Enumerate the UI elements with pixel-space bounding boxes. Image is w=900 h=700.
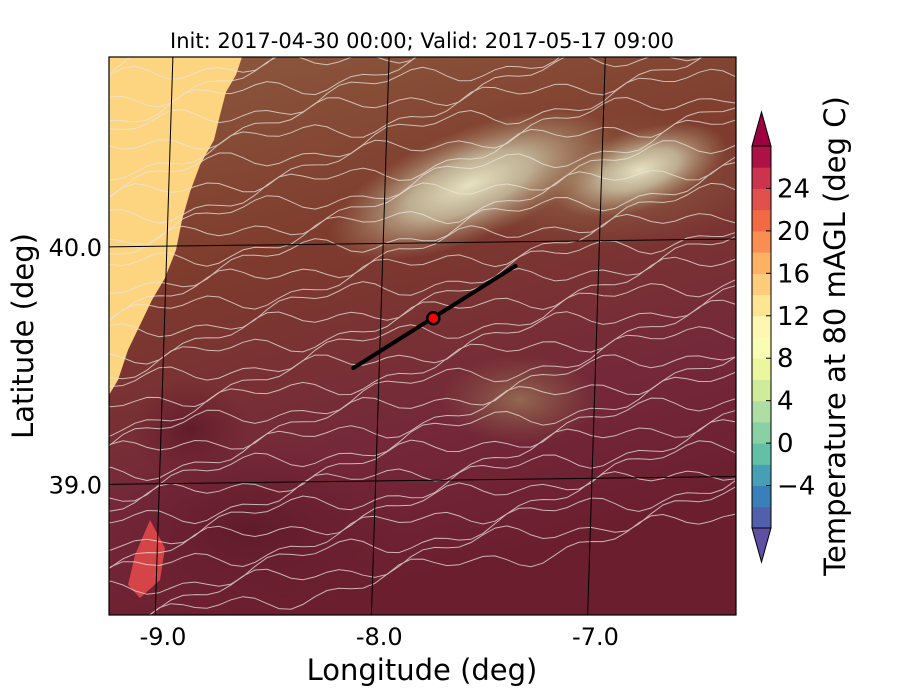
x-tick-label: -8.0 xyxy=(356,623,403,651)
colorbar-segment xyxy=(752,485,771,508)
meridian-gridline xyxy=(587,57,606,615)
colorbar xyxy=(751,110,772,564)
y-axis-ticks: 40.0 39.0 xyxy=(49,234,102,499)
contour-line xyxy=(109,480,736,595)
contour-line xyxy=(109,107,736,224)
colorbar-segment xyxy=(752,146,771,168)
colorbar-tick-label: 8 xyxy=(777,344,794,374)
colorbar-segment xyxy=(752,188,771,211)
contour-line xyxy=(109,299,736,437)
contour-line xyxy=(109,68,736,199)
parallel-gridline xyxy=(109,238,736,248)
plot-frame xyxy=(108,56,737,616)
colorbar-ticks: −4 0 4 8 12 16 20 24 xyxy=(766,174,815,502)
colorbar-extend-max xyxy=(751,110,772,147)
y-tick-label: 39.0 xyxy=(49,471,102,499)
colorbar-segment xyxy=(752,230,771,253)
x-tick-label: -9.0 xyxy=(140,623,187,651)
contour-line xyxy=(109,213,736,322)
contour-line xyxy=(109,256,736,380)
contour-line xyxy=(109,119,736,245)
ocean-area xyxy=(109,57,242,395)
colorbar-segment xyxy=(752,464,771,487)
plateau-mid-region xyxy=(440,355,600,445)
parallel-gridline xyxy=(109,475,736,485)
gridlines xyxy=(109,57,736,615)
contour-line xyxy=(109,57,417,123)
x-axis-label: Longitude (deg) xyxy=(307,653,538,687)
meridian-gridline xyxy=(154,57,174,615)
colorbar-segment xyxy=(752,337,771,359)
colorbar-segment xyxy=(752,358,771,380)
colorbar-frame xyxy=(751,145,772,529)
colorbar-tick-label: 16 xyxy=(777,259,810,289)
colorbar-segment xyxy=(752,400,771,423)
colorbar-segment xyxy=(752,506,771,529)
contour-line xyxy=(109,232,736,338)
colorbar-segment xyxy=(752,273,771,296)
colorbar-tick-label: 24 xyxy=(777,174,810,204)
contour-line xyxy=(109,410,736,525)
colorbar-tick-label: −4 xyxy=(777,472,815,502)
colorbar-tick-label: 4 xyxy=(777,387,794,417)
contour-line xyxy=(109,371,736,502)
highland-cool-region-east xyxy=(553,122,727,218)
chart-title: Init: 2017-04-30 00:00; Valid: 2017-05-1… xyxy=(170,29,674,53)
colorbar-segment xyxy=(752,209,771,232)
colorbar-label: Temperature at 80 mAGL (deg C) xyxy=(818,96,852,577)
contour-line xyxy=(109,57,561,131)
colorbar-tick-label: 0 xyxy=(777,429,794,459)
contour-line xyxy=(109,156,736,267)
colorbar-segment xyxy=(752,421,771,444)
colorbar-segment xyxy=(752,167,771,189)
contour-line xyxy=(109,96,736,198)
contour-line xyxy=(109,470,736,569)
highland-cool-region xyxy=(329,109,611,261)
x-tick-label: -7.0 xyxy=(572,623,619,651)
contour-line xyxy=(109,140,736,255)
colorbar-segment xyxy=(752,379,771,402)
contour-line xyxy=(109,57,275,80)
colorbar-segment xyxy=(752,443,771,465)
coastal-hot-patch xyxy=(128,520,165,598)
contour-line xyxy=(109,57,703,150)
y-axis-label: Latitude (deg) xyxy=(6,233,40,439)
contour-lines xyxy=(109,57,736,615)
contour-line xyxy=(109,326,736,447)
colorbar-segment xyxy=(752,315,771,338)
contour-line xyxy=(109,397,736,512)
lowland-hot-region-west xyxy=(130,380,250,480)
contour-line xyxy=(109,440,736,570)
colorbar-tick-label: 20 xyxy=(777,217,810,247)
location-marker xyxy=(426,310,441,326)
x-axis-ticks: -9.0 -8.0 -7.0 xyxy=(140,623,619,651)
colorbar-extend-min xyxy=(751,527,772,564)
colorbar-segment xyxy=(752,294,771,317)
contour-line xyxy=(148,513,736,615)
contour-line xyxy=(109,354,736,451)
contour-line xyxy=(109,57,418,108)
contour-line xyxy=(109,182,736,320)
meridian-gridline xyxy=(370,57,390,615)
colorbar-segment xyxy=(752,252,771,274)
contour-line xyxy=(109,356,736,482)
temperature-map xyxy=(109,57,736,615)
contour-line xyxy=(109,162,736,294)
y-tick-label: 40.0 xyxy=(49,234,102,262)
contour-line xyxy=(109,419,736,551)
colorbar-tick-label: 12 xyxy=(777,302,810,332)
